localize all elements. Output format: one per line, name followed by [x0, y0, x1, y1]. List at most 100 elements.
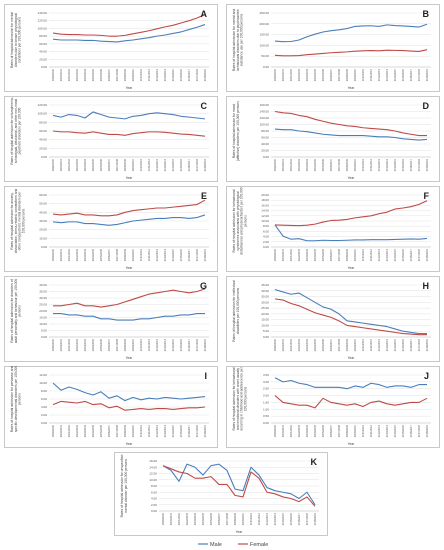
x-tick-label: 2002/2003: [75, 68, 79, 81]
y-tick-label: 50.00: [261, 54, 269, 58]
y-tick-label: 10.00: [261, 323, 269, 327]
y-tick-label: 0.00: [41, 421, 47, 425]
x-tick-label: 1999/2000: [51, 248, 55, 261]
y-axis-title: Rates of hospital admission for behaviou…: [232, 366, 247, 431]
y-tick-label: 40.00: [39, 210, 47, 214]
x-tick-label: 2001/2002: [67, 68, 71, 81]
y-tick-label: 80.00: [261, 129, 269, 133]
x-tick-label: 2011/2012: [369, 158, 373, 171]
y-tick-label: 50.00: [39, 202, 47, 206]
x-tick-label: 1999/2000: [273, 68, 277, 81]
x-tick-label: 2015/2016: [179, 424, 183, 437]
x-tick-label: 2018/2019: [203, 424, 207, 437]
x-tick-label: 2005/2006: [321, 248, 325, 261]
x-tick-label: 2015/2016: [401, 424, 405, 437]
x-tick-label: 2012/2013: [155, 68, 159, 81]
y-axis-title: Rates of hospital admission for unspecif…: [120, 455, 128, 518]
y-tick-label: 60.00: [39, 129, 47, 133]
x-tick-label: 2016/2017: [187, 158, 191, 171]
chart-g: 0.00 5.00 10.00 15.00 20.00 25.00 30.00 35.00 40…: [10, 279, 209, 360]
x-tick-label: 2000/2001: [281, 68, 285, 81]
y-tick-label: 15.00: [39, 316, 47, 320]
x-tick-label: 1999/2000: [51, 68, 55, 81]
chart-e: 0.00 10.00 20.00 30.00 40.00 50.00 60.00 1999/2…: [10, 189, 209, 270]
y-tick-label: 40.00: [261, 289, 269, 293]
x-tick-label: 2000/2001: [59, 248, 63, 261]
y-tick-label: 0.00: [263, 155, 269, 159]
y-tick-label: 12.00: [261, 214, 269, 218]
y-tick-label: 12.00: [39, 373, 47, 377]
x-tick-label: 2004/2005: [91, 424, 95, 437]
chart-d: 0.00 20.00 40.00 60.00 80.00 100.00 120.00 140.…: [232, 101, 431, 180]
y-tick-label: 20.00: [39, 309, 47, 313]
y-tick-label: 0.50: [263, 414, 269, 418]
panel-letter: J: [424, 371, 429, 381]
panel-h: 0.00 5.00 10.00 15.00 20.00 25.00 30.00 35.00 40…: [226, 276, 440, 362]
y-tick-label: 200.00: [260, 22, 270, 26]
series-line-female: [162, 465, 316, 507]
x-tick-label: 2017/2018: [195, 424, 199, 437]
x-tick-label: 2007/2008: [337, 424, 341, 437]
x-tick-label: 2003/2004: [83, 68, 87, 81]
chart-a: 0.00 20.00 40.00 60.00 80.00 100.00 120.00 140.…: [10, 9, 209, 90]
x-tick-label: 2011/2012: [369, 424, 373, 437]
x-tick-label: 2009/2010: [353, 158, 357, 171]
x-tick-label: 2002/2003: [185, 512, 189, 525]
x-tick-label: 2015/2016: [401, 68, 405, 81]
x-tick-label: 2005/2006: [99, 424, 103, 437]
y-tick-label: 140.00: [260, 110, 270, 114]
x-tick-label: 2003/2004: [83, 248, 87, 261]
y-tick-label: 10.00: [39, 322, 47, 326]
x-tick-label: 2012/2013: [377, 158, 381, 171]
x-tick-label: 2003/2004: [305, 338, 309, 351]
x-tick-label: 2000/2001: [59, 68, 63, 81]
x-tick-label: 2015/2016: [179, 68, 183, 81]
series-line-female: [52, 130, 206, 137]
y-tick-label: 25.00: [261, 306, 269, 310]
x-tick-label: 2000/2001: [281, 158, 285, 171]
x-tick-label: 2013/2014: [385, 68, 389, 81]
y-tick-label: 10.00: [39, 236, 47, 240]
y-axis-title: Rates of hospital admission for mentaldi…: [10, 12, 22, 68]
y-tick-label: 40.00: [39, 138, 47, 142]
x-tick-label: 2002/2003: [297, 248, 301, 261]
x-tick-label: 2015/2016: [179, 248, 183, 261]
y-axis-title: Rates of hospital admission for mental a…: [232, 9, 244, 71]
panel-letter: K: [311, 457, 318, 467]
y-tick-label: 2.00: [263, 394, 269, 398]
series-line-male: [274, 377, 427, 390]
y-tick-label: 100.00: [38, 26, 48, 30]
x-tick-label: 2015/2016: [401, 338, 405, 351]
y-axis-title: Rates of hospital admission for schizoph…: [10, 97, 22, 164]
panel-letter: H: [423, 281, 430, 291]
x-tick-label: 2010/2011: [361, 158, 365, 171]
series-line-male: [52, 111, 206, 120]
x-tick-label: 2008/2009: [345, 424, 349, 437]
x-tick-label: 2013/2014: [163, 338, 167, 351]
x-tick-label: 2016/2017: [409, 158, 413, 171]
x-tick-label: 2016/2017: [297, 512, 301, 525]
x-tick-label: 2006/2007: [329, 158, 333, 171]
x-tick-label: 2017/2018: [417, 338, 421, 351]
y-tick-label: 120.00: [260, 116, 270, 120]
x-tick-label: 2018/2019: [425, 158, 429, 171]
x-tick-label: 2011/2012: [147, 158, 151, 171]
x-tick-label: 2013/2014: [163, 68, 167, 81]
x-tick-label: 2011/2012: [147, 424, 151, 437]
y-tick-label: 60.00: [39, 42, 47, 46]
y-tick-label: 250.00: [260, 11, 270, 15]
x-axis-title: Year: [348, 442, 356, 446]
y-tick-label: 2.00: [41, 413, 47, 417]
x-tick-label: 2013/2014: [163, 248, 167, 261]
y-tick-label: 40.00: [39, 50, 47, 54]
x-tick-label: 2001/2002: [67, 248, 71, 261]
panel-letter: B: [423, 9, 430, 19]
series-line-male: [52, 214, 206, 226]
y-tick-label: 20.00: [39, 228, 47, 232]
series-line-female: [53, 288, 206, 308]
x-tick-label: 2004/2005: [313, 338, 317, 351]
y-axis-title: Rates of hospital admission for anxiety,…: [10, 189, 25, 254]
x-tick-label: 2016/2017: [409, 68, 413, 81]
y-tick-label: 30.00: [39, 219, 47, 223]
